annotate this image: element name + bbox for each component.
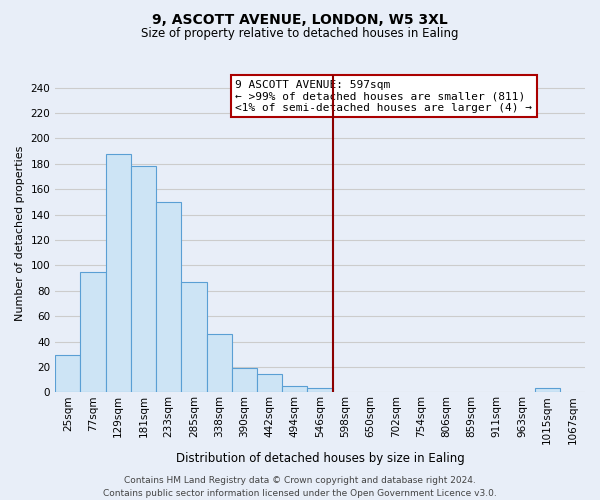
Bar <box>535 388 560 392</box>
Text: Contains HM Land Registry data © Crown copyright and database right 2024.
Contai: Contains HM Land Registry data © Crown c… <box>103 476 497 498</box>
Bar <box>282 386 307 392</box>
Bar <box>80 272 106 392</box>
X-axis label: Distribution of detached houses by size in Ealing: Distribution of detached houses by size … <box>176 452 464 465</box>
Bar <box>181 282 206 393</box>
Bar <box>257 374 282 392</box>
Bar <box>131 166 156 392</box>
Bar <box>156 202 181 392</box>
Bar <box>106 154 131 392</box>
Bar <box>55 356 80 393</box>
Bar <box>307 388 332 392</box>
Text: 9, ASCOTT AVENUE, LONDON, W5 3XL: 9, ASCOTT AVENUE, LONDON, W5 3XL <box>152 12 448 26</box>
Text: 9 ASCOTT AVENUE: 597sqm
← >99% of detached houses are smaller (811)
<1% of semi-: 9 ASCOTT AVENUE: 597sqm ← >99% of detach… <box>235 80 532 113</box>
Bar <box>232 368 257 392</box>
Text: Size of property relative to detached houses in Ealing: Size of property relative to detached ho… <box>141 28 459 40</box>
Bar <box>206 334 232 392</box>
Y-axis label: Number of detached properties: Number of detached properties <box>15 146 25 322</box>
